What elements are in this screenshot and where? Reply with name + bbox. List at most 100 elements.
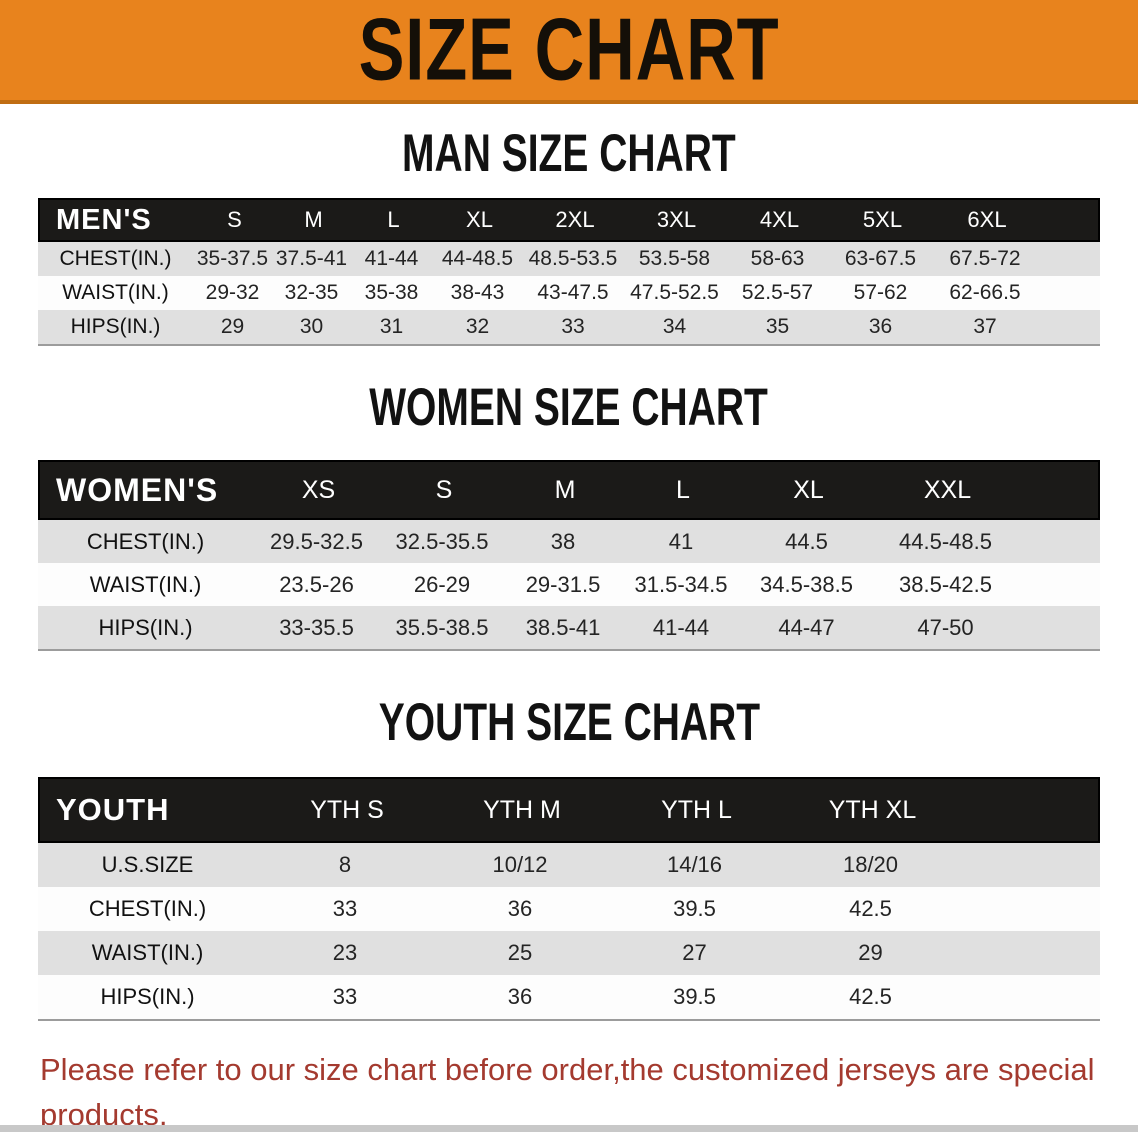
men-table-rows: CHEST(IN.) 35-37.5 37.5-41 41-44 44-48.5 48.5… xyxy=(38,242,1100,346)
row-label: WAIST(IN.) xyxy=(62,281,169,304)
men-column-header: S xyxy=(227,207,242,232)
size-value-cell: 48.5-53.5 xyxy=(528,247,618,270)
size-value-cell: 33 xyxy=(332,984,358,1009)
size-value-cell: 30 xyxy=(299,315,324,338)
youth-column-header: YTH S xyxy=(310,795,384,824)
row-label: WAIST(IN.) xyxy=(91,940,204,965)
size-value-cell: 39.5 xyxy=(673,896,716,921)
youth-table-label: YOUTH xyxy=(56,792,170,827)
size-value-cell: 41-44 xyxy=(652,614,710,640)
youth-table-header-bar: YOUTH YTH S YTH M YTH L YTH XL xyxy=(38,777,1100,843)
size-value-cell: 35.5-38.5 xyxy=(395,614,489,640)
size-value-cell: 29-31.5 xyxy=(525,571,601,597)
men-column-header: L xyxy=(387,207,400,232)
women-section-heading: WOMEN SIZE CHART xyxy=(0,377,1138,437)
size-value-cell: 31.5-34.5 xyxy=(634,571,728,597)
size-value-cell: 10/12 xyxy=(492,852,548,877)
size-value-cell: 41 xyxy=(668,528,694,554)
women-table-rows: CHEST(IN.) 29.5-32.5 32.5-35.5 38 41 44.5 44.5… xyxy=(38,520,1100,651)
row-label: CHEST(IN.) xyxy=(86,528,205,554)
row-label: HIPS(IN.) xyxy=(100,984,195,1009)
size-value-cell: 44-47 xyxy=(778,614,835,640)
size-value-cell: 34 xyxy=(662,315,687,338)
size-value-cell: 39.5 xyxy=(673,984,716,1009)
size-value-cell: 29 xyxy=(858,940,883,965)
men-column-header: 2XL xyxy=(555,207,595,232)
size-value-cell: 14/16 xyxy=(666,852,723,877)
size-value-cell: 63-67.5 xyxy=(844,247,917,270)
size-value-cell: 58-63 xyxy=(750,247,805,270)
men-column-header: M xyxy=(304,207,323,232)
women-table-label: WOMEN'S xyxy=(56,471,219,508)
size-value-cell: 33 xyxy=(332,896,358,921)
size-value-cell: 25 xyxy=(507,940,533,965)
size-value-cell: 44-48.5 xyxy=(441,247,514,270)
size-value-cell: 42.5 xyxy=(849,896,892,921)
size-value-cell: 32.5-35.5 xyxy=(395,528,489,554)
men-column-header: 3XL xyxy=(656,207,697,232)
youth-heading-text: YOUTH SIZE CHART xyxy=(378,692,760,752)
size-chart-banner: SIZE CHART xyxy=(0,0,1138,104)
size-value-cell: 29 xyxy=(220,315,245,338)
size-value-cell: 26-29 xyxy=(413,571,471,597)
row-label: CHEST(IN.) xyxy=(59,247,172,270)
men-table-row: WAIST(IN.) 29-32 32-35 35-38 38-43 43-47.5 47.… xyxy=(38,276,1100,310)
men-table-header-bar: MEN'S S M L XL 2XL 3XL 4XL 5XL 6XL xyxy=(38,198,1100,242)
youth-table-row: HIPS(IN.) 33 36 39.5 42.5 xyxy=(38,975,1100,1019)
size-value-cell: 62-66.5 xyxy=(949,281,1021,304)
men-column-header: 5XL xyxy=(862,207,903,232)
women-column-header: L xyxy=(676,475,690,504)
men-column-header: XL xyxy=(466,207,493,232)
size-value-cell: 41-44 xyxy=(364,247,419,270)
men-heading-text: MAN SIZE CHART xyxy=(402,123,736,183)
size-value-cell: 23 xyxy=(332,940,358,965)
men-section-heading: MAN SIZE CHART xyxy=(0,123,1138,183)
row-label: WAIST(IN.) xyxy=(89,571,202,597)
size-value-cell: 35-37.5 xyxy=(196,247,269,270)
size-value-cell: 36 xyxy=(507,896,533,921)
women-heading-text: WOMEN SIZE CHART xyxy=(369,377,769,437)
youth-table-row: WAIST(IN.) 23 25 27 29 xyxy=(38,931,1100,975)
size-value-cell: 44.5-48.5 xyxy=(899,528,992,554)
women-column-header: XL xyxy=(793,475,824,504)
size-value-cell: 42.5 xyxy=(849,984,892,1009)
women-table-header-bar: WOMEN'S XS S M L XL XXL xyxy=(38,460,1100,520)
size-value-cell: 52.5-57 xyxy=(741,281,814,304)
youth-table-row: CHEST(IN.) 33 36 39.5 42.5 xyxy=(38,887,1100,931)
women-column-header: XXL xyxy=(923,475,972,504)
size-value-cell: 43-47.5 xyxy=(537,281,609,304)
size-value-cell: 38 xyxy=(550,528,576,554)
disclaimer: Please refer to our size chart before or… xyxy=(40,1047,1110,1132)
size-value-cell: 67.5-72 xyxy=(949,247,1021,270)
size-value-cell: 47.5-52.5 xyxy=(630,281,719,304)
banner-title: SIZE CHART xyxy=(358,1,780,99)
women-column-header: XS xyxy=(301,475,336,504)
row-label: CHEST(IN.) xyxy=(88,896,207,921)
size-value-cell: 44.5 xyxy=(785,528,828,554)
size-value-cell: 37 xyxy=(973,315,997,338)
men-column-header: 6XL xyxy=(967,207,1007,232)
size-value-cell: 27 xyxy=(682,940,707,965)
women-table-row: CHEST(IN.) 29.5-32.5 32.5-35.5 38 41 44.5 44.5… xyxy=(38,520,1100,563)
size-value-cell: 8 xyxy=(338,852,352,877)
row-label: HIPS(IN.) xyxy=(70,315,161,338)
row-label: U.S.SIZE xyxy=(101,852,194,877)
size-value-cell: 29.5-32.5 xyxy=(270,528,363,554)
size-value-cell: 36 xyxy=(868,315,893,338)
youth-section-heading: YOUTH SIZE CHART xyxy=(0,692,1138,752)
youth-column-header: YTH XL xyxy=(828,795,917,824)
men-column-header: 4XL xyxy=(759,207,800,232)
size-value-cell: 53.5-58 xyxy=(638,247,711,270)
size-value-cell: 31 xyxy=(379,315,404,338)
bottom-strip xyxy=(0,1125,1138,1132)
size-value-cell: 57-62 xyxy=(853,281,908,304)
size-value-cell: 38-43 xyxy=(450,281,505,304)
size-value-cell: 33-35.5 xyxy=(279,614,354,640)
size-value-cell: 32-35 xyxy=(284,281,339,304)
women-column-header: S xyxy=(435,475,453,504)
size-value-cell: 33 xyxy=(561,315,585,338)
size-value-cell: 38.5-41 xyxy=(525,614,601,640)
size-value-cell: 36 xyxy=(507,984,533,1009)
size-value-cell: 23.5-26 xyxy=(279,571,354,597)
women-column-header: M xyxy=(554,475,576,504)
